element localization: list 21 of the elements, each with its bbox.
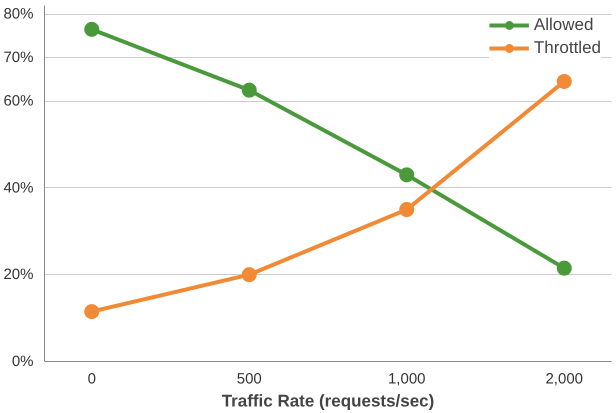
point — [556, 74, 572, 89]
point — [84, 304, 100, 320]
legend-label: Throttled — [534, 38, 601, 58]
point — [399, 167, 414, 182]
x-tick-label: 500 — [236, 370, 262, 388]
point — [84, 22, 100, 37]
x-tick-label: 1,000 — [388, 370, 426, 388]
y-tick-label: 20% — [3, 266, 34, 284]
point — [399, 202, 414, 218]
x-tick-label: 0 — [88, 370, 96, 388]
legend-label: Allowed — [534, 15, 594, 35]
x-tick-label: 2,000 — [545, 370, 584, 388]
y-tick-label: 0% — [12, 353, 34, 370]
y-tick-label: 70% — [3, 49, 34, 66]
y-tick-label: 40% — [3, 179, 34, 196]
y-tick-label: 80% — [3, 6, 34, 23]
y-tick-label: 60% — [3, 92, 34, 110]
point — [242, 82, 257, 98]
point — [242, 267, 257, 282]
x-axis-title: Traffic Rate (requests/sec) — [222, 392, 434, 410]
point — [556, 260, 572, 276]
